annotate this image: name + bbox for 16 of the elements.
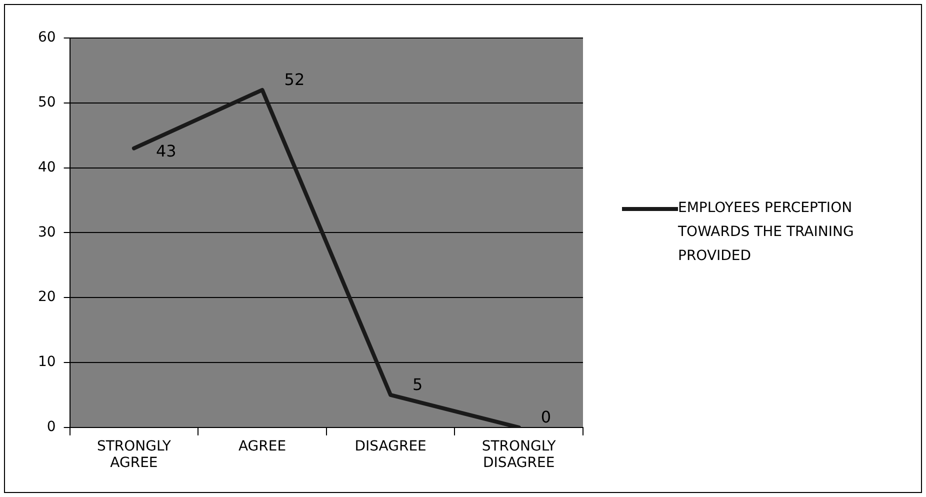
y-tick-label: 20 — [38, 289, 56, 306]
y-tick-label: 50 — [38, 94, 56, 111]
x-tick-label: AGREE — [238, 438, 286, 454]
y-tick-label: 40 — [38, 159, 56, 176]
x-tick-label: STRONGLY AGREE — [96, 438, 172, 472]
data-label: 5 — [412, 375, 423, 394]
data-label: 0 — [540, 408, 552, 427]
y-tick-label: 60 — [38, 30, 56, 46]
legend-label: EMPLOYEES PERCEPTION TOWARDS THE TRAINING PROVIDED — [678, 199, 855, 266]
y-tick-label: 30 — [38, 224, 56, 240]
x-tick-label: STRONGLY DISAGREE — [482, 438, 556, 472]
y-tick-label: 10 — [38, 354, 56, 370]
data-label: 43 — [156, 141, 176, 160]
y-tick-label: 0 — [46, 419, 56, 436]
data-label: 52 — [284, 70, 305, 90]
x-tick-label: DISAGREE — [354, 438, 426, 454]
